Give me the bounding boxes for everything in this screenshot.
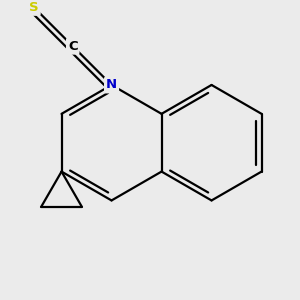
- Text: N: N: [106, 79, 117, 92]
- Text: S: S: [29, 1, 39, 14]
- Text: C: C: [68, 40, 78, 53]
